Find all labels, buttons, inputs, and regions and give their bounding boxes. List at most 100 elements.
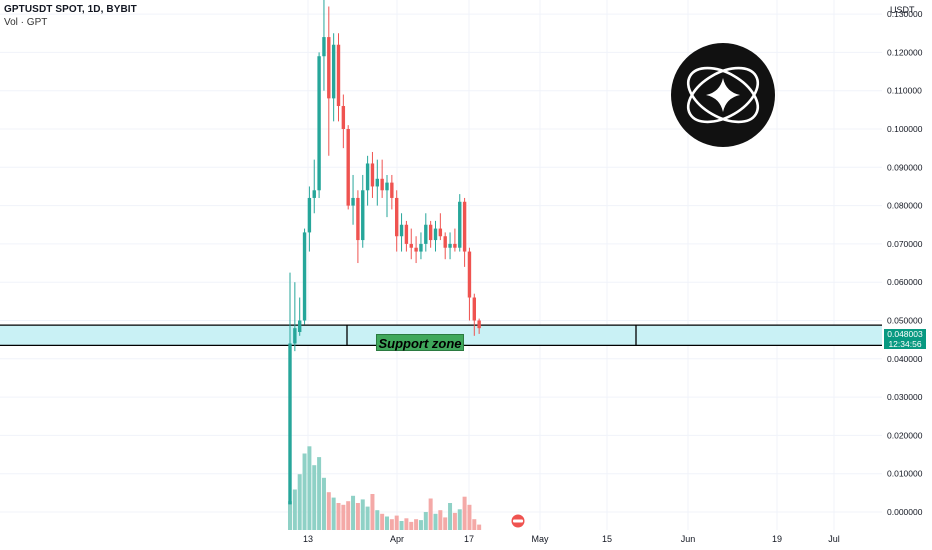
time-axis: 13 Apr 17 May 15 Jun 19 Jul <box>303 534 840 544</box>
candle-body <box>453 243 457 248</box>
candle-body <box>298 320 302 332</box>
time-tick-label: Jun <box>681 534 696 544</box>
volume-bar <box>288 501 292 530</box>
volume-bar <box>404 518 409 530</box>
candle-body <box>312 190 316 198</box>
volume-bar <box>423 512 428 530</box>
volume-bar <box>457 509 462 530</box>
volume-indicator-label[interactable]: Vol · GPT <box>4 17 48 28</box>
candle-body <box>370 163 375 187</box>
candle-body <box>477 320 481 329</box>
candle-body <box>390 182 394 198</box>
candle-body <box>365 163 370 191</box>
time-tick-label: May <box>531 534 549 544</box>
volume-bar <box>292 489 297 530</box>
volume-bar <box>452 512 457 530</box>
volume-bar <box>297 474 302 530</box>
volume-bar <box>336 503 341 530</box>
candle-body <box>409 243 413 248</box>
candle-body <box>322 37 326 57</box>
volume-bar <box>448 503 453 530</box>
volume-bar <box>326 492 331 530</box>
candle-body <box>443 236 447 248</box>
price-tick-label: 0.040000 <box>887 354 923 364</box>
candle-body <box>336 44 341 107</box>
price-tick-label: 0.110000 <box>887 86 922 96</box>
last-price-badge: 0.048003 12:34:56 <box>884 329 926 349</box>
price-tick-label: 0.080000 <box>887 201 923 211</box>
volume-bar <box>414 519 419 530</box>
volume-bars <box>288 446 482 530</box>
candle-body <box>467 251 472 298</box>
volume-bar <box>307 446 312 530</box>
volume-bar <box>360 499 365 530</box>
candle-body <box>317 56 321 191</box>
candle-body <box>458 201 462 248</box>
candle-body <box>351 197 355 206</box>
price-tick-label: 0.030000 <box>887 392 923 402</box>
time-tick-label: 17 <box>464 534 474 544</box>
volume-bar <box>370 494 375 530</box>
volume-bar <box>331 497 336 530</box>
price-tick-label: 0.130000 <box>887 9 923 19</box>
candle-body <box>293 328 297 344</box>
volume-bar <box>380 513 385 530</box>
volume-bar <box>302 453 307 530</box>
candles <box>288 0 481 505</box>
volume-bar <box>409 521 414 530</box>
volume-bar <box>433 513 438 530</box>
candle-body <box>404 224 409 244</box>
volume-bar <box>418 520 423 530</box>
volume-bar <box>346 501 351 530</box>
price-tick-label: 0.060000 <box>887 277 923 287</box>
candle-body <box>438 228 443 237</box>
time-tick-label: Apr <box>390 534 404 544</box>
volume-bar <box>375 510 380 530</box>
candle-body <box>302 232 307 321</box>
candle-body <box>380 178 384 191</box>
candle-body <box>395 197 399 237</box>
price-tick-label: 0.120000 <box>887 47 923 57</box>
volume-bar <box>355 503 360 530</box>
price-tick-label: 0.100000 <box>887 124 923 134</box>
candle-body <box>331 44 336 99</box>
candle-body <box>428 224 433 241</box>
volume-bar <box>317 457 322 530</box>
candle-body <box>327 37 331 99</box>
price-tick-label: 0.090000 <box>887 162 923 172</box>
volume-bar <box>467 504 472 530</box>
candle-body <box>424 224 428 244</box>
candle-body <box>361 190 365 241</box>
price-tick-label: 0.020000 <box>887 430 923 440</box>
candle-body <box>341 106 346 129</box>
volume-bar <box>399 521 404 530</box>
volume-bar <box>428 498 433 530</box>
indicator-icon[interactable] <box>511 514 525 528</box>
candle-body <box>472 297 476 321</box>
price-tick-label: 0.000000 <box>887 507 923 517</box>
volume-bar <box>438 510 443 530</box>
symbol-title[interactable]: GPTUSDT SPOT, 1D, BYBIT <box>4 4 137 15</box>
volume-bar <box>312 465 317 530</box>
time-tick-label: 15 <box>602 534 612 544</box>
volume-bar <box>321 477 326 530</box>
candle-body <box>307 197 312 233</box>
volume-bar <box>341 504 346 530</box>
candle-body <box>399 224 404 237</box>
price-unit-label: USDT <box>890 5 915 15</box>
support-zone-label[interactable]: Support zone <box>376 334 464 351</box>
sparkle-orbit-logo-icon <box>671 43 775 147</box>
candle-body <box>433 228 438 241</box>
candle-body <box>419 243 423 252</box>
candle-body <box>385 182 389 191</box>
candle-body <box>375 178 379 187</box>
volume-bar <box>443 517 448 530</box>
volume-bar <box>389 519 394 530</box>
volume-bar <box>472 519 477 530</box>
time-tick-label: 13 <box>303 534 313 544</box>
time-tick-label: 19 <box>772 534 782 544</box>
time-tick-label: Jul <box>828 534 840 544</box>
candle-body <box>356 197 360 241</box>
last-price-value: 0.048003 <box>887 329 923 339</box>
